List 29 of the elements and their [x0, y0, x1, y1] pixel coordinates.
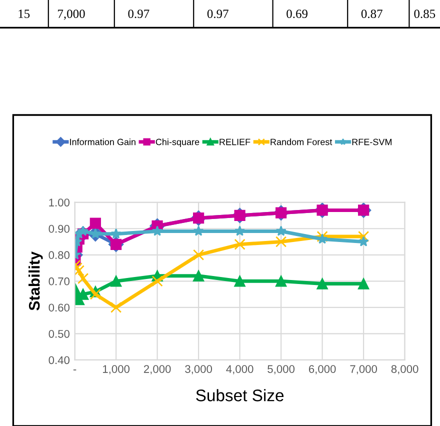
y-tick-label: 0.40 — [48, 356, 70, 364]
x-tick-label: 1,000 — [102, 365, 130, 374]
y-tick-label: 1.00 — [49, 198, 70, 206]
text: 0.87 — [361, 10, 382, 18]
x-tick-label: 5,000 — [268, 365, 295, 374]
x-tick-label: 8,000 — [391, 365, 418, 374]
x-axis-title: Subset Size — [196, 389, 284, 402]
text: 0.97 — [207, 10, 228, 18]
legend-label: Random Forest — [270, 138, 332, 146]
text: 0.85 — [414, 10, 436, 18]
x-tick-label: 3,000 — [185, 365, 212, 374]
legend-label: Chi-square — [156, 138, 200, 147]
x-tick-label: 7,000 — [350, 365, 378, 374]
y-tick-label: 0.90 — [48, 224, 70, 233]
legend-label: RFE-SVM — [352, 138, 392, 146]
text: 7,000 — [58, 10, 85, 20]
x-tick-label: 4,000 — [226, 365, 254, 374]
y-tick-label: 0.50 — [48, 330, 70, 338]
legend-label: RELIEF — [220, 138, 250, 146]
y-tick-label: 0.70 — [48, 277, 70, 286]
text: 0.97 — [128, 10, 150, 18]
x-tick-label: 2,000 — [144, 365, 171, 374]
y-axis-title: Stability — [28, 252, 43, 310]
y-tick-label: 0.80 — [48, 251, 70, 260]
text: 15 — [18, 10, 30, 18]
legend-label: Information Gain — [70, 138, 136, 146]
y-tick-label: 0.60 — [48, 304, 70, 312]
text: 0.69 — [286, 10, 308, 18]
x-tick-label: 6,000 — [308, 365, 336, 374]
